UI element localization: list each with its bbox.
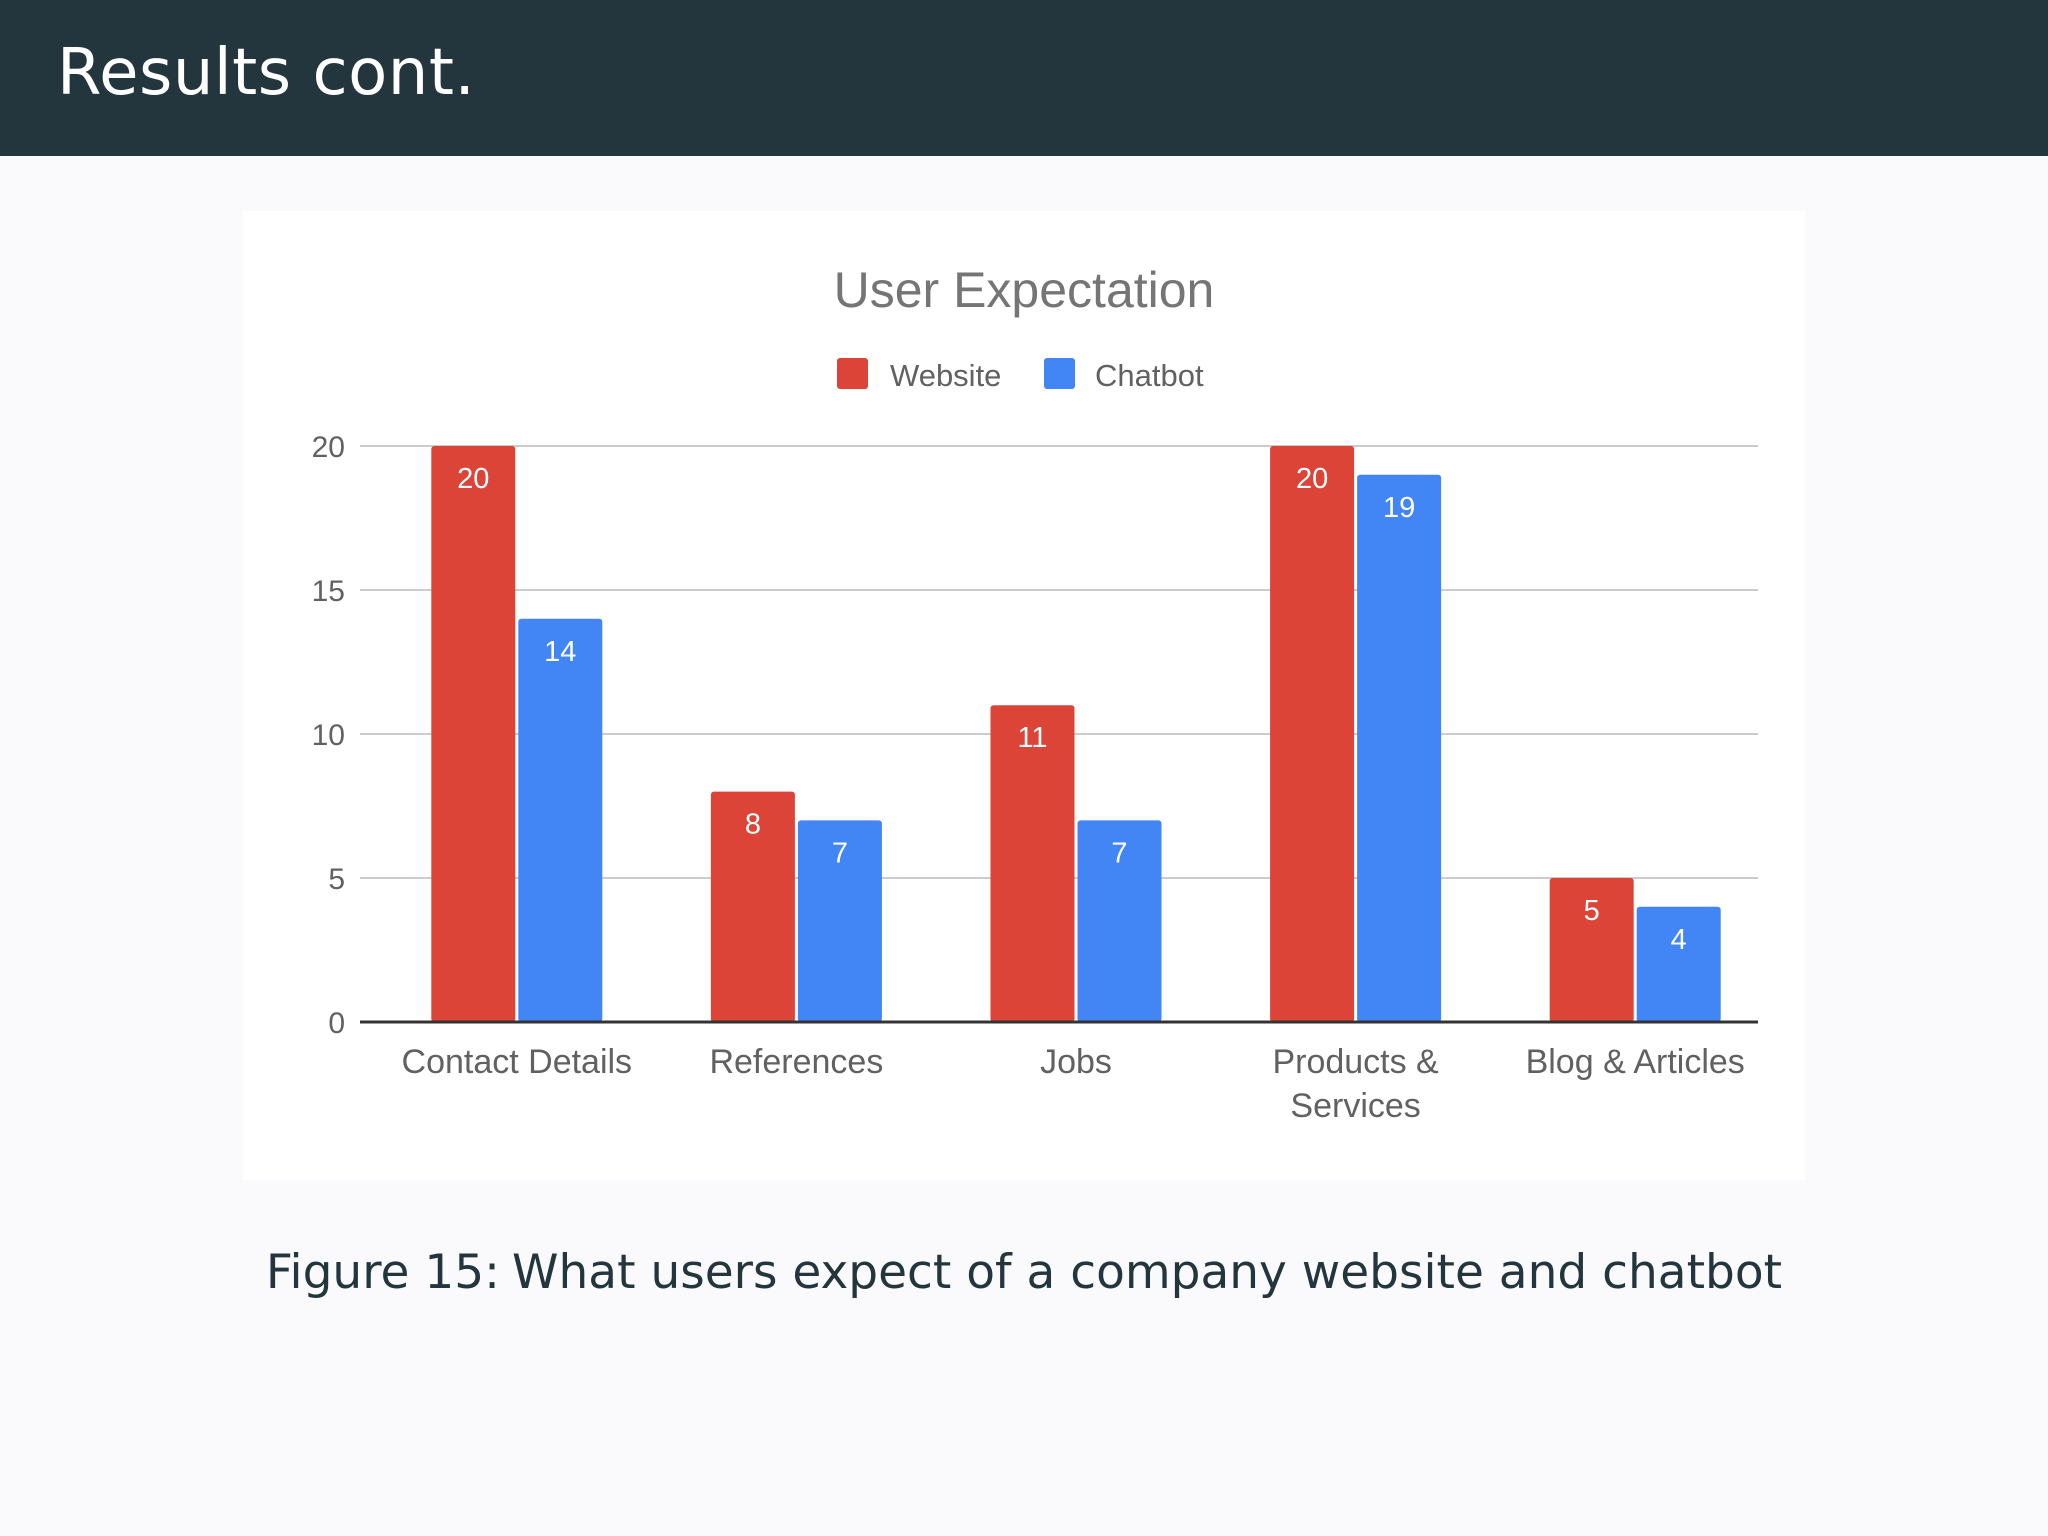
data-label: 4 bbox=[1671, 924, 1687, 956]
slide-title: Results cont. bbox=[57, 36, 476, 110]
figure-caption-text: What users expect of a company website a… bbox=[512, 1245, 1783, 1300]
x-category-label: Products & bbox=[1272, 1043, 1439, 1081]
y-tick-label: 10 bbox=[312, 719, 345, 752]
bar-chatbot bbox=[1636, 906, 1721, 1022]
bar-website bbox=[1549, 878, 1634, 1022]
bar-website bbox=[990, 705, 1075, 1022]
bar-chart: User Expectation Website Chatbot 0 5 10 15 20 20… bbox=[312, 262, 1758, 1125]
x-category-label: Jobs bbox=[1040, 1043, 1112, 1081]
bar-chatbot bbox=[1077, 820, 1162, 1022]
bar-chatbot bbox=[797, 820, 882, 1022]
legend-label-chatbot: Chatbot bbox=[1095, 358, 1204, 393]
x-category-label: References bbox=[709, 1043, 883, 1081]
data-label: 20 bbox=[457, 463, 489, 495]
slide-header: Results cont. bbox=[0, 0, 2048, 156]
legend-swatch-website bbox=[837, 358, 868, 389]
bar-website bbox=[431, 446, 516, 1022]
data-label: 20 bbox=[1296, 463, 1328, 495]
chart-title: User Expectation bbox=[834, 262, 1215, 318]
data-label: 7 bbox=[832, 837, 848, 869]
bar-chatbot bbox=[518, 618, 603, 1022]
legend-swatch-chatbot bbox=[1044, 358, 1075, 389]
y-tick-label: 0 bbox=[328, 1007, 345, 1040]
legend-label-website: Website bbox=[890, 358, 1001, 393]
data-label: 8 bbox=[745, 809, 761, 841]
y-tick-label: 15 bbox=[312, 575, 345, 608]
figure-caption: Figure 15: What users expect of a company… bbox=[0, 1245, 2048, 1300]
y-tick-label: 5 bbox=[328, 863, 345, 896]
y-tick-label: 20 bbox=[312, 431, 345, 464]
bar-website bbox=[710, 791, 795, 1022]
x-category-label: Services bbox=[1290, 1087, 1420, 1125]
bar-chatbot bbox=[1357, 474, 1442, 1022]
data-label: 7 bbox=[1111, 837, 1127, 869]
figure-label: Figure 15: bbox=[265, 1245, 501, 1300]
data-label: 5 bbox=[1584, 895, 1600, 927]
bar-website bbox=[1270, 446, 1355, 1022]
data-label: 11 bbox=[1017, 722, 1047, 754]
data-label: 19 bbox=[1383, 492, 1415, 524]
x-category-label: Contact Details bbox=[402, 1043, 633, 1081]
chart-card: User Expectation Website Chatbot 0 5 10 15 20 20… bbox=[243, 211, 1805, 1180]
x-category-label: Blog & Articles bbox=[1526, 1043, 1745, 1081]
data-label: 14 bbox=[544, 636, 576, 668]
